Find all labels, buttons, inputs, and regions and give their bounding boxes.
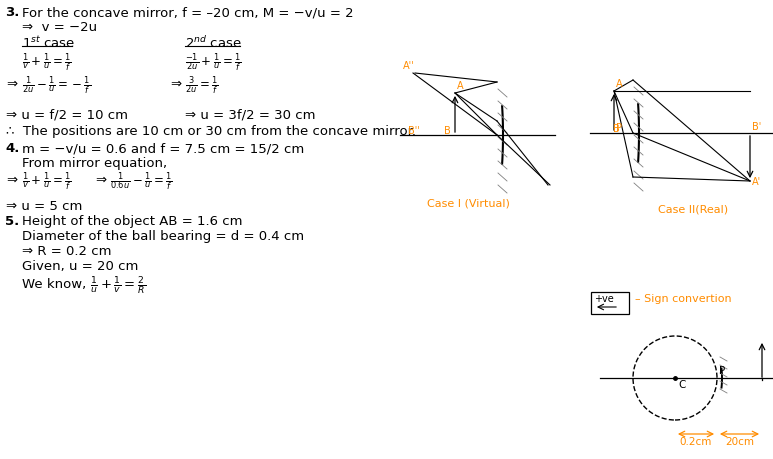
Text: ⇒: ⇒	[6, 78, 17, 91]
Text: 4.: 4.	[5, 142, 19, 155]
Text: B: B	[613, 124, 620, 134]
Text: ⇒ u = 5 cm: ⇒ u = 5 cm	[6, 200, 83, 213]
Text: For the concave mirror, f = –20 cm, M = −v/u = 2: For the concave mirror, f = –20 cm, M = …	[22, 6, 353, 19]
Text: A: A	[457, 81, 464, 91]
Text: $1^{st}$ case: $1^{st}$ case	[22, 35, 76, 50]
Text: ⇒  v = −2u: ⇒ v = −2u	[22, 21, 97, 34]
Text: $\frac{1}{0.6u}-\frac{1}{u}=\frac{1}{f}$: $\frac{1}{0.6u}-\frac{1}{u}=\frac{1}{f}$	[110, 171, 172, 193]
Text: $\frac{3}{2u}=\frac{1}{f}$: $\frac{3}{2u}=\frac{1}{f}$	[185, 75, 219, 97]
Text: +ve: +ve	[594, 294, 614, 304]
Text: 0.2cm: 0.2cm	[679, 437, 712, 447]
Text: Case I (Virtual): Case I (Virtual)	[427, 199, 509, 209]
Text: ⇒: ⇒	[95, 174, 106, 187]
Text: B: B	[444, 126, 451, 136]
Text: P: P	[719, 366, 725, 376]
Text: Height of the object AB = 1.6 cm: Height of the object AB = 1.6 cm	[22, 215, 243, 228]
Text: B'': B''	[408, 126, 420, 136]
Text: m = −v/u = 0.6 and f = 7.5 cm = 15/2 cm: m = −v/u = 0.6 and f = 7.5 cm = 15/2 cm	[22, 142, 305, 155]
Text: $\frac{1}{u}+\frac{1}{v}=\frac{2}{R}$: $\frac{1}{u}+\frac{1}{v}=\frac{2}{R}$	[90, 275, 146, 297]
Text: B': B'	[752, 122, 761, 132]
Text: We know,: We know,	[22, 278, 87, 291]
Text: ∴  The positions are 10 cm or 30 cm from the concave mirror.: ∴ The positions are 10 cm or 30 cm from …	[6, 125, 416, 138]
Text: C: C	[678, 380, 686, 390]
Text: – Sign convertion: – Sign convertion	[635, 294, 731, 304]
Text: ⇒ u = 3f/2 = 30 cm: ⇒ u = 3f/2 = 30 cm	[185, 108, 315, 121]
Text: Diameter of the ball bearing = d = 0.4 cm: Diameter of the ball bearing = d = 0.4 c…	[22, 230, 304, 243]
Text: ⇒: ⇒	[6, 174, 17, 187]
Text: A'': A''	[403, 61, 414, 71]
Text: Given, u = 20 cm: Given, u = 20 cm	[22, 260, 138, 273]
Text: 3.: 3.	[5, 6, 19, 19]
Text: 20cm: 20cm	[725, 437, 754, 447]
Text: A': A'	[752, 177, 761, 187]
Bar	[591, 292, 629, 314]
Text: Case II(Real): Case II(Real)	[658, 205, 728, 215]
Text: ⇒ u = f/2 = 10 cm: ⇒ u = f/2 = 10 cm	[6, 108, 128, 121]
Text: ⇒ R = 0.2 cm: ⇒ R = 0.2 cm	[22, 245, 111, 258]
Text: $\frac{1}{v}+\frac{1}{u}=\frac{1}{f}$: $\frac{1}{v}+\frac{1}{u}=\frac{1}{f}$	[22, 171, 71, 193]
Text: 5.: 5.	[5, 215, 19, 228]
Text: A: A	[616, 79, 622, 89]
Text: $2^{nd}$ case: $2^{nd}$ case	[185, 35, 242, 51]
Text: $\frac{1}{v}+\frac{1}{u}=\frac{1}{f}$: $\frac{1}{v}+\frac{1}{u}=\frac{1}{f}$	[22, 52, 71, 74]
Text: From mirror equation,: From mirror equation,	[22, 157, 167, 170]
Text: P: P	[616, 123, 622, 133]
Text: ⇒: ⇒	[170, 78, 181, 91]
Text: $\frac{1}{2u}-\frac{1}{u}=-\frac{1}{f}$: $\frac{1}{2u}-\frac{1}{u}=-\frac{1}{f}$	[22, 75, 91, 97]
Text: $\frac{-1}{2u}+\frac{1}{u}=\frac{1}{f}$: $\frac{-1}{2u}+\frac{1}{u}=\frac{1}{f}$	[185, 52, 241, 74]
